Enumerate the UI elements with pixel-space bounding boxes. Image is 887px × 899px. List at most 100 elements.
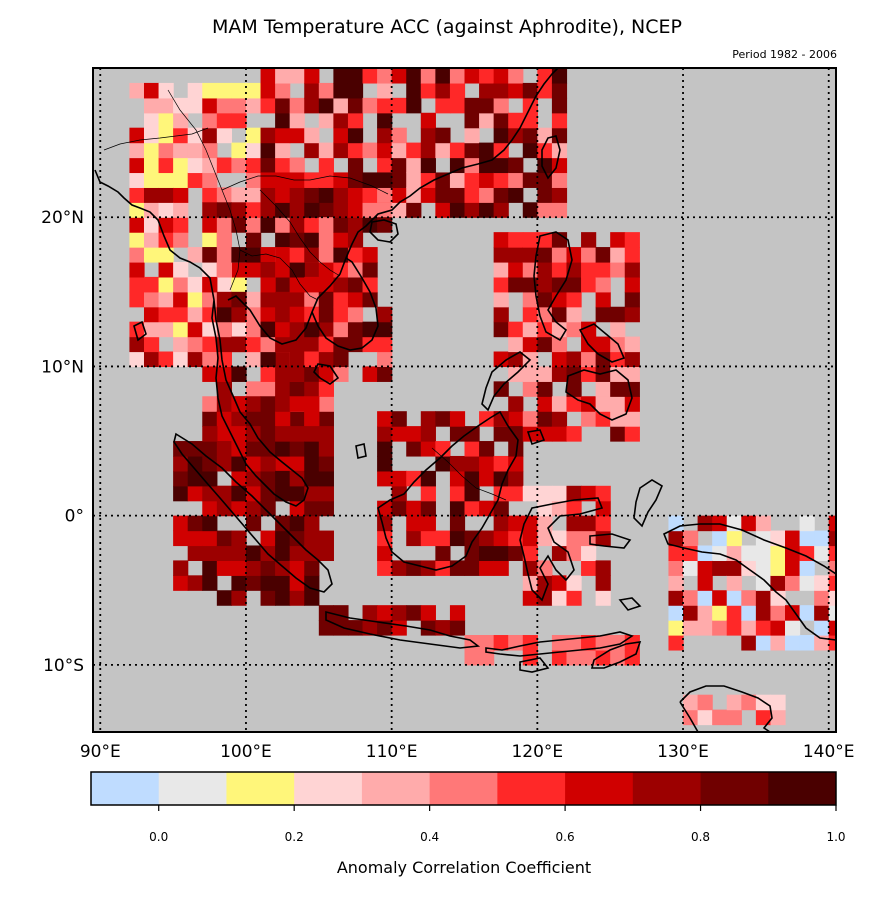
acc-cell [464, 97, 480, 114]
longitude-tick-label: 120°E [511, 742, 563, 762]
acc-cell [391, 172, 407, 188]
acc-cell [275, 470, 291, 487]
acc-cell [304, 441, 320, 457]
acc-cell [362, 276, 378, 293]
acc-cell [347, 202, 364, 218]
acc-cell [464, 142, 480, 159]
acc-cell [581, 411, 597, 427]
acc-cell [522, 485, 538, 502]
acc-cell [595, 411, 611, 427]
acc-cell [391, 426, 407, 442]
acc-cell [245, 82, 262, 99]
acc-cell [624, 276, 640, 293]
acc-cell [333, 605, 349, 621]
acc-cell [216, 590, 233, 606]
acc-cell [508, 232, 524, 248]
acc-cell [187, 291, 203, 308]
acc-cell [581, 485, 597, 502]
acc-cell [581, 635, 597, 651]
acc-cell [551, 590, 568, 606]
acc-cell [493, 485, 509, 502]
acc-cell [202, 97, 218, 114]
acc-cell [449, 411, 466, 427]
acc-cell [551, 351, 568, 368]
acc-cell [362, 620, 378, 636]
acc-cell [391, 157, 407, 174]
acc-cell [449, 485, 466, 502]
acc-cell [158, 306, 174, 323]
acc-cell [333, 351, 349, 368]
map-title: MAM Temperature ACC (against Aphrodite),… [212, 16, 682, 38]
acc-cell [216, 426, 233, 442]
acc-cell [275, 187, 291, 203]
acc-cell [828, 545, 836, 562]
acc-cell [202, 172, 218, 188]
acc-cell [362, 68, 378, 84]
acc-cell [377, 142, 393, 159]
acc-cell [289, 157, 305, 174]
acc-cell [304, 232, 320, 248]
acc-cell [377, 187, 393, 203]
acc-cell [318, 232, 334, 248]
acc-cell [726, 709, 742, 726]
acc-cell [537, 590, 553, 606]
acc-cell [260, 217, 276, 233]
acc-cell [245, 232, 262, 248]
acc-cell [231, 306, 247, 323]
longitude-tick-label: 140°E [803, 742, 855, 762]
acc-cell [187, 530, 203, 547]
acc-cell [508, 68, 524, 84]
colorbar-segment [497, 772, 566, 805]
acc-cell [595, 366, 611, 382]
acc-cell [595, 396, 611, 412]
acc-cell [304, 411, 320, 427]
acc-cell [377, 127, 393, 144]
acc-cell [304, 247, 320, 263]
acc-cell [566, 426, 582, 442]
acc-cell [566, 485, 582, 502]
acc-cell [479, 500, 495, 517]
acc-cell [785, 530, 801, 547]
colorbar-tick-label: 0.2 [285, 830, 304, 844]
acc-cell [158, 291, 174, 308]
acc-cell [304, 426, 320, 442]
acc-cell [143, 276, 160, 293]
acc-cell [260, 336, 276, 353]
acc-cell [260, 291, 276, 308]
acc-cell [493, 426, 509, 442]
acc-cell [566, 500, 582, 517]
acc-cell [479, 112, 495, 129]
acc-cell [377, 500, 393, 517]
acc-cell [173, 142, 189, 159]
acc-cell [522, 381, 538, 397]
acc-cell [610, 381, 626, 397]
acc-cell [537, 396, 553, 412]
acc-cell [464, 635, 480, 651]
acc-cell [493, 276, 509, 293]
acc-cell [420, 82, 436, 99]
acc-cell [726, 530, 742, 547]
acc-cell [566, 396, 582, 412]
acc-cell [318, 470, 334, 487]
acc-cell [289, 127, 305, 144]
acc-cell [755, 545, 772, 562]
acc-cell [377, 68, 393, 84]
acc-cell [551, 202, 568, 218]
acc-cell [260, 381, 276, 397]
acc-cell [158, 202, 174, 218]
acc-cell [245, 202, 262, 218]
acc-cell [347, 157, 364, 174]
acc-cell [595, 560, 611, 576]
colorbar-segment [158, 772, 227, 805]
acc-cell [202, 82, 218, 99]
acc-cell [508, 82, 524, 99]
acc-cell [435, 127, 451, 144]
acc-cell [245, 396, 262, 412]
acc-cell [260, 321, 276, 338]
acc-cell [158, 172, 174, 188]
acc-cell [143, 127, 160, 144]
acc-cell [464, 485, 480, 502]
acc-cell [347, 321, 364, 338]
acc-cell [537, 381, 553, 397]
acc-cell [260, 82, 276, 99]
